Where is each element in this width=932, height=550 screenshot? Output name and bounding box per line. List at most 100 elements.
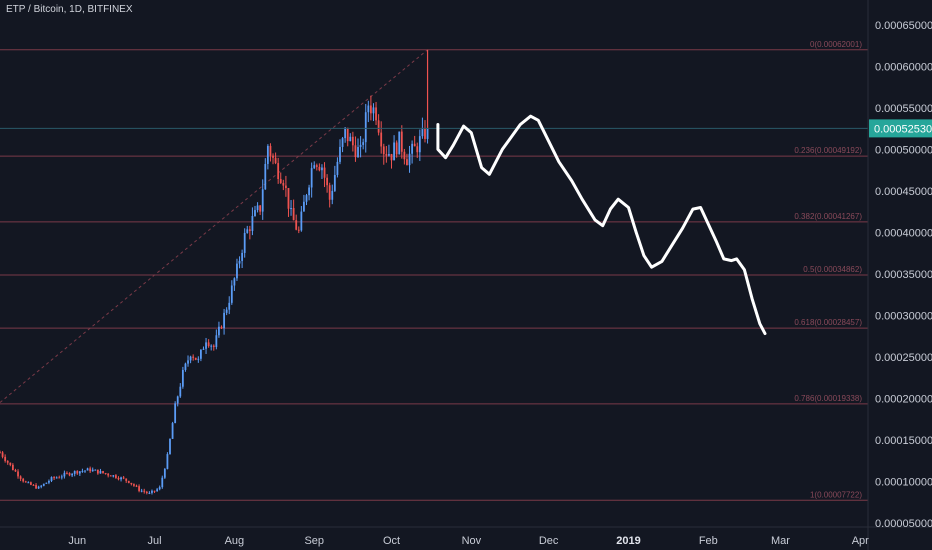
candle-body — [40, 485, 43, 487]
candle-body — [220, 326, 223, 329]
candle-body — [68, 473, 71, 476]
candle-body — [336, 161, 339, 175]
candle-body — [398, 131, 401, 155]
candle-body — [48, 481, 50, 483]
candle-body — [86, 468, 89, 471]
candle-body — [385, 154, 388, 156]
candle-body — [323, 167, 326, 178]
candle-body — [279, 179, 282, 183]
time-tick-label: Dec — [539, 535, 559, 547]
candle-body — [6, 460, 9, 463]
last-price-tag-label: 0.00052530 — [874, 123, 932, 135]
candle-body — [421, 127, 424, 137]
candle-body — [189, 356, 192, 361]
candle-body — [274, 157, 277, 164]
candle-body — [140, 490, 143, 492]
candle-body — [73, 471, 76, 474]
candle-body — [256, 205, 259, 211]
projection-brush-stroke — [436, 114, 767, 336]
price-tick-label: 0.00005000 — [875, 518, 932, 530]
projection-drawing[interactable] — [436, 114, 767, 336]
candle-body — [351, 136, 354, 146]
candle-body — [11, 464, 14, 471]
candle-body — [117, 477, 120, 480]
candle-body — [328, 185, 331, 200]
candle-body — [313, 165, 316, 169]
candle-body — [63, 472, 66, 477]
candle-body — [109, 475, 112, 477]
candle-body — [364, 112, 367, 143]
candle-body — [14, 470, 17, 472]
price-tick-label: 0.00030000 — [875, 310, 932, 322]
candle-body — [161, 477, 164, 488]
candle-body — [241, 252, 244, 261]
time-tick-label: Nov — [462, 535, 482, 547]
candle-body — [331, 190, 334, 200]
candle-body — [174, 403, 177, 424]
candle-body — [225, 309, 228, 313]
price-tick-label: 0.00065000 — [875, 20, 932, 32]
candle-body — [163, 468, 166, 478]
candle-body — [55, 477, 58, 479]
candle-body — [9, 462, 12, 465]
candle-body — [27, 482, 30, 484]
price-tick-label: 0.00045000 — [875, 186, 932, 198]
candle-body — [187, 360, 189, 364]
price-tick-label: 0.00060000 — [875, 61, 932, 73]
candle-body — [388, 154, 390, 156]
fib-level-label-0.236: 0.236(0.00049192) — [794, 146, 862, 155]
candle-body — [158, 487, 161, 490]
trend-line[interactable] — [0, 49, 428, 403]
candle-body — [151, 490, 153, 493]
time-tick-label: Jun — [68, 535, 86, 547]
time-tick-label: Oct — [383, 535, 400, 547]
candle-body — [228, 302, 231, 310]
candle-body — [22, 478, 25, 482]
candle-body — [135, 485, 138, 487]
time-tick-label: Jul — [148, 535, 162, 547]
candle-body — [246, 229, 249, 233]
candle-body — [411, 143, 414, 154]
time-axis[interactable]: Jun Jul Aug Sep Oct Nov Dec 2019 Feb Mar Apr — [68, 535, 869, 547]
candle-body — [35, 485, 37, 489]
candle-body — [153, 490, 156, 492]
candle-body — [4, 456, 7, 461]
candle-body — [359, 144, 362, 148]
candle-body — [248, 229, 251, 231]
candle-body — [76, 471, 79, 474]
candle-body — [143, 490, 146, 492]
candle-body — [71, 473, 74, 476]
candle-body — [120, 477, 122, 480]
candle-body — [112, 475, 115, 477]
price-tick-label: 0.00040000 — [875, 227, 932, 239]
candle-body — [32, 484, 35, 486]
candle-body — [380, 132, 383, 147]
candle-body — [210, 345, 213, 347]
time-tick-label: Apr — [852, 535, 869, 547]
candle-body — [145, 491, 148, 494]
fib-retracement[interactable]: 0(0.00062001) 0.236(0.00049192) 0.382(0.00… — [0, 40, 868, 501]
candle-body — [424, 127, 426, 139]
candle-body — [122, 477, 125, 479]
candle-body — [169, 438, 171, 455]
candle-body — [406, 159, 408, 166]
candle-body — [212, 345, 215, 347]
candle-body — [1, 452, 4, 457]
candle-body — [413, 143, 416, 147]
candle-body — [94, 469, 97, 471]
price-axis[interactable]: 0.00005000 0.00010000 0.00015000 0.00020000… — [875, 20, 932, 530]
candle-body — [115, 475, 117, 478]
candle-body — [362, 142, 365, 145]
candle-body — [192, 356, 195, 358]
candle-body — [259, 205, 262, 212]
candle-body — [233, 278, 236, 286]
candle-body — [290, 208, 292, 210]
candle-body — [84, 470, 86, 472]
time-tick-label: Feb — [699, 535, 718, 547]
candle-body — [104, 473, 107, 475]
symbol-title[interactable]: ETP / Bitcoin, 1D, BITFINEX — [6, 4, 133, 15]
candle-body — [53, 477, 55, 479]
candle-body — [400, 131, 403, 152]
candle-body — [17, 471, 19, 477]
